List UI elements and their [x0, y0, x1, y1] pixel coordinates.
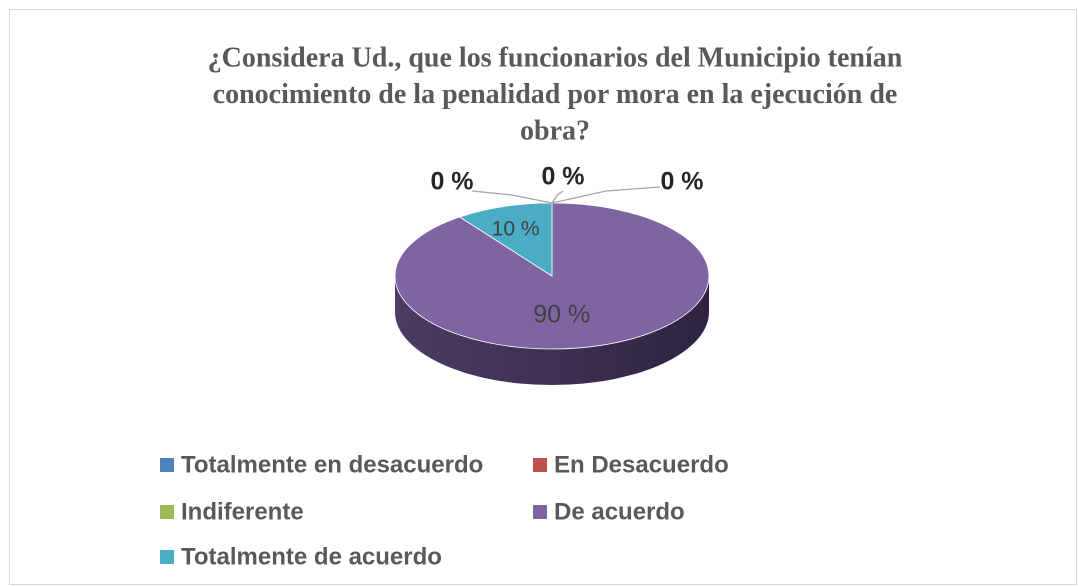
legend-swatch: [533, 505, 547, 519]
chart-title: conocimiento de la penalidad por mora en…: [213, 79, 898, 110]
legend-label: De acuerdo: [554, 498, 685, 525]
legend: Totalmente en desacuerdo En Desacuerdo Ind…: [160, 451, 729, 570]
legend-label: Totalmente de acuerdo: [181, 543, 442, 570]
legend-swatch: [160, 550, 174, 564]
legend-swatch: [160, 458, 174, 472]
legend-label: En Desacuerdo: [554, 451, 729, 478]
pie-slice: [458, 202, 553, 277]
chart-title: ¿Considera Ud., que los funcionarios del…: [208, 42, 903, 73]
data-label: 0 %: [541, 163, 584, 191]
title-group: ¿Considera Ud., que los funcionarios del…: [208, 42, 903, 146]
legend-swatch: [533, 458, 547, 472]
pie-slice-side: [395, 276, 709, 385]
leader-line: [471, 190, 553, 204]
legend-label: Totalmente en desacuerdo: [181, 451, 483, 478]
data-label: 0 %: [430, 168, 473, 196]
data-label: 90 %: [533, 300, 590, 328]
chart-title: obra?: [520, 115, 590, 146]
legend-label: Indiferente: [181, 498, 304, 525]
leader-line: [551, 186, 661, 204]
pie: 0 % 0 % 0 % 90 % 10 %: [394, 163, 710, 385]
data-label: 10 %: [492, 217, 540, 240]
legend-swatch: [160, 505, 174, 519]
leader-line: [551, 190, 564, 204]
data-label: 0 %: [660, 168, 703, 196]
